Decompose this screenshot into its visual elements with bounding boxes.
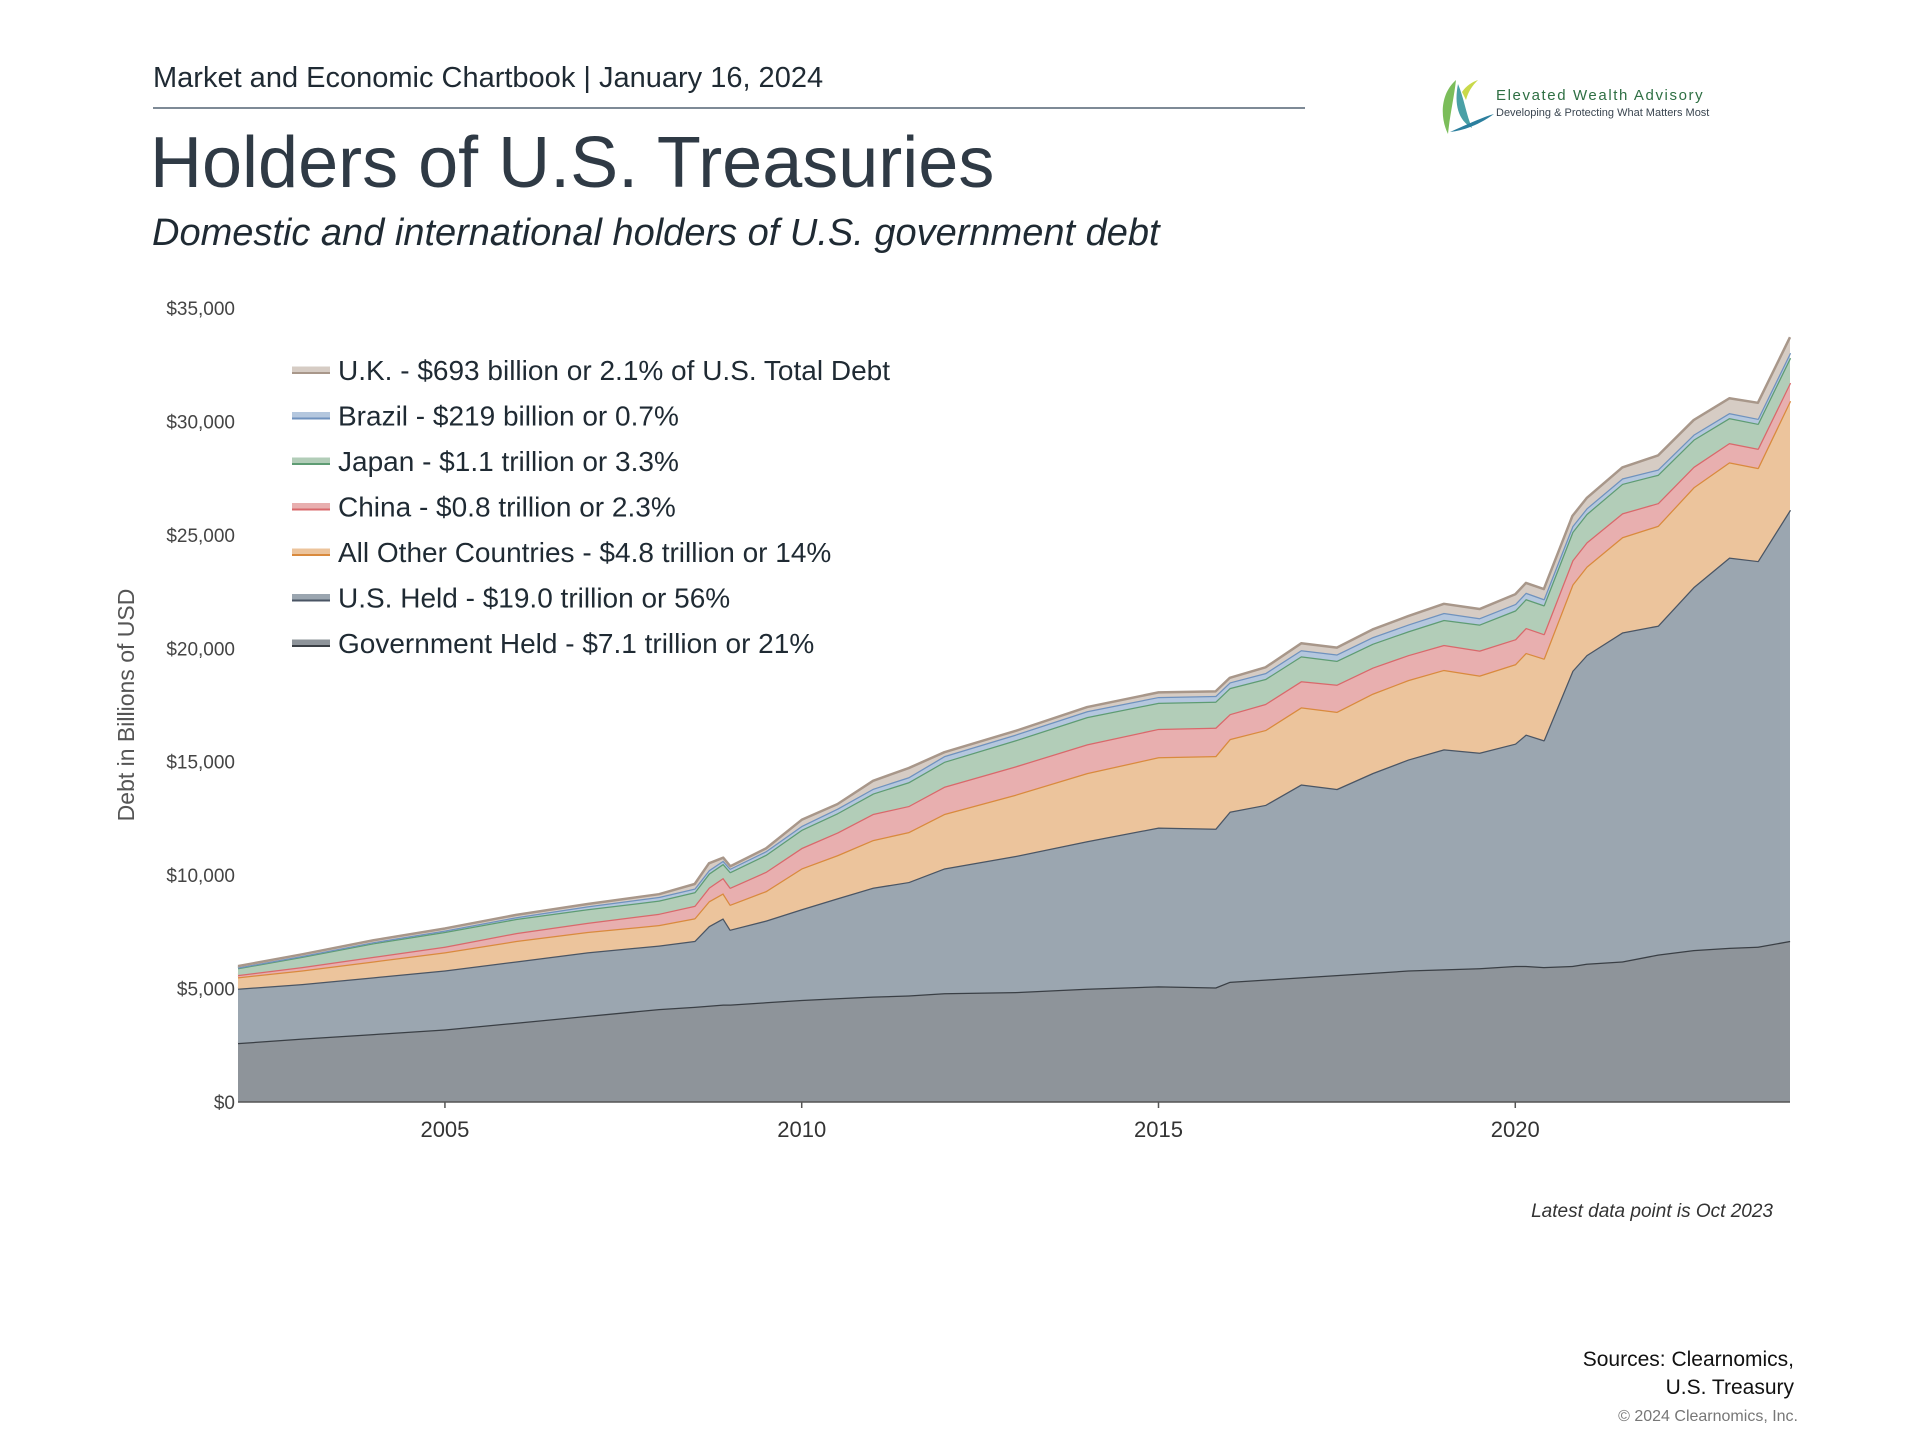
area-all-other-countries — [238, 401, 1790, 989]
sources-block: Sources: Clearnomics, U.S. Treasury — [1583, 1346, 1794, 1402]
x-tick-label: 2020 — [1491, 1117, 1540, 1142]
leaf-logo-icon — [1442, 80, 1494, 134]
x-tick-label: 2015 — [1134, 1117, 1183, 1142]
header-divider — [153, 107, 1305, 109]
latest-data-note: Latest data point is Oct 2023 — [1531, 1201, 1773, 1222]
area-u-s-held — [238, 509, 1790, 1044]
legend-label-u-k: U.K. - $693 billion or 2.1% of U.S. Tota… — [338, 355, 890, 386]
page-subtitle: Domestic and international holders of U.… — [152, 212, 1160, 254]
y-tick-label: $5,000 — [177, 980, 235, 1001]
page-title: Holders of U.S. Treasuries — [150, 123, 995, 203]
legend-label-brazil: Brazil - $219 billion or 0.7% — [338, 401, 679, 432]
y-tick-label: $0 — [214, 1093, 235, 1114]
legend-label-all-other-countries: All Other Countries - $4.8 trillion or 1… — [338, 537, 831, 568]
x-tick-label: 2010 — [777, 1117, 826, 1142]
legend-label-u-s-held: U.S. Held - $19.0 trillion or 56% — [338, 583, 730, 614]
chart-legend: U.K. - $693 billion or 2.1% of U.S. Tota… — [292, 355, 890, 659]
copyright: © 2024 Clearnomics, Inc. — [1618, 1408, 1798, 1425]
y-tick-label: $10,000 — [166, 866, 235, 887]
y-tick-label: $25,000 — [166, 526, 235, 547]
brand-tagline: Developing & Protecting What Matters Mos… — [1496, 107, 1710, 119]
sources-line-2: U.S. Treasury — [1665, 1376, 1794, 1399]
legend-label-japan: Japan - $1.1 trillion or 3.3% — [338, 446, 679, 477]
brand-logo: Elevated Wealth Advisory Developing & Pr… — [1436, 70, 1756, 140]
area-layers — [237, 336, 1792, 1102]
y-tick-label: $35,000 — [166, 299, 235, 320]
y-tick-label: $15,000 — [166, 753, 235, 774]
legend-label-government-held: Government Held - $7.1 trillion or 21% — [338, 628, 814, 659]
y-tick-label: $30,000 — [166, 412, 235, 433]
y-axis-label: Debt in Billions of USD — [113, 589, 139, 822]
line-u-k — [237, 336, 1792, 968]
sources-line-1: Sources: Clearnomics, — [1582, 1348, 1794, 1371]
legend-label-china: China - $0.8 trillion or 2.3% — [338, 492, 676, 523]
x-tick-label: 2005 — [420, 1117, 469, 1142]
y-tick-label: $20,000 — [166, 639, 235, 660]
area-government-held — [238, 940, 1790, 1102]
brand-name: Elevated Wealth Advisory — [1496, 87, 1705, 104]
chart-axes: $0 $5,000 $10,000 $15,000 $20,000 $25,000 $30,… — [113, 299, 1790, 1142]
chartbook-header: Market and Economic Chartbook | January … — [153, 62, 824, 94]
